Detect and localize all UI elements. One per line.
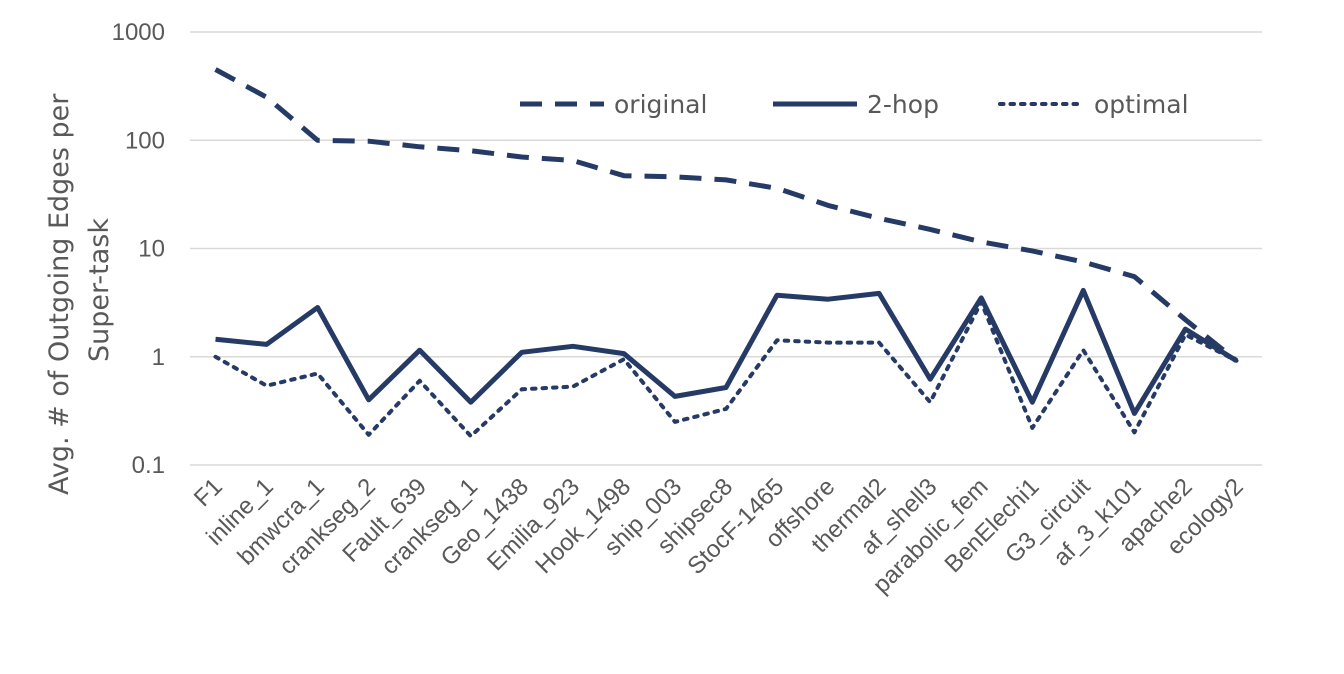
y-axis-title: Avg. # of Outgoing Edges per Super-task (44, 85, 115, 495)
y-axis-title-line-2: Super-task (84, 218, 115, 362)
y-axis-ticks: 0.1 1 10 100 1000 (112, 19, 165, 479)
y-tick-label: 1 (152, 344, 165, 371)
y-tick-label: 100 (125, 127, 165, 154)
series-lines (213, 67, 1239, 439)
x-axis-category-labels: F1inline_1bmwcra_1crankseg_2Fault_639cra… (189, 473, 1249, 599)
legend-label: 2-hop (867, 90, 939, 119)
legend: original 2-hop optimal (520, 90, 1189, 119)
series-line-2-hop (215, 287, 1238, 416)
series-line-original (214, 67, 1239, 363)
x-tick-label: F1 (189, 473, 228, 512)
y-tick-label: 10 (138, 236, 165, 263)
y-tick-label: 1000 (112, 19, 165, 46)
legend-label: optimal (1094, 90, 1189, 119)
y-axis-title-line-1: Avg. # of Outgoing Edges per (44, 93, 75, 495)
y-tick-label: 0.1 (132, 452, 165, 479)
legend-label: original (614, 90, 707, 119)
series-line-optimal (213, 300, 1239, 439)
